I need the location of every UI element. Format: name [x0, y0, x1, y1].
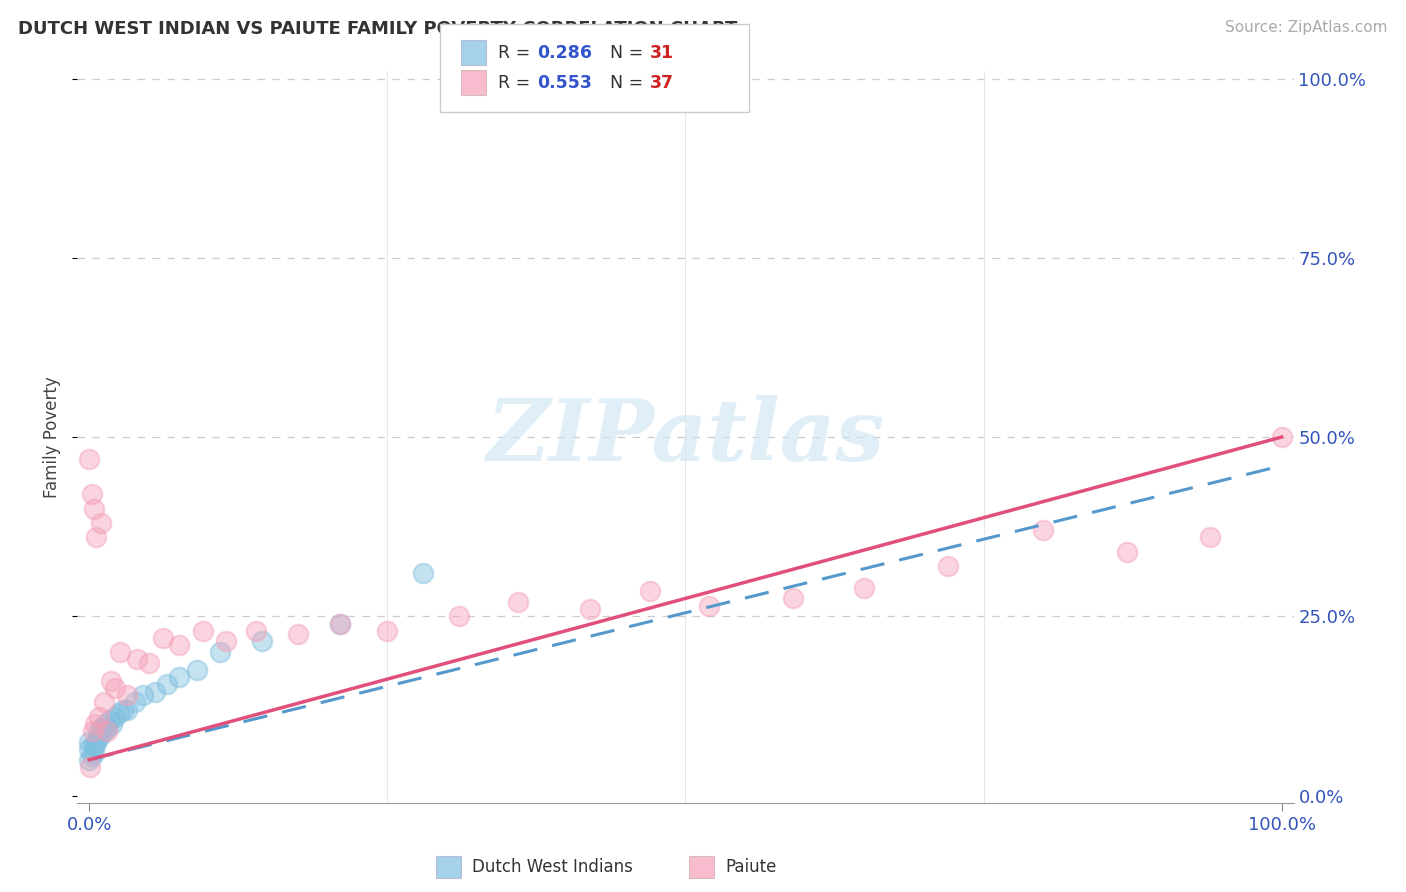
Text: ZIPatlas: ZIPatlas [486, 395, 884, 479]
Text: 0.553: 0.553 [537, 74, 592, 92]
Point [191, 624, 214, 638]
Point [117, 688, 139, 702]
Point [94, 717, 117, 731]
Point [91, 721, 114, 735]
Point [125, 652, 148, 666]
Point [329, 616, 352, 631]
Point [936, 559, 959, 574]
Point [108, 706, 131, 721]
Point [1032, 524, 1054, 538]
Point [853, 581, 876, 595]
Y-axis label: Family Poverty: Family Poverty [42, 376, 60, 498]
Point [77, 753, 100, 767]
Point [84, 717, 107, 731]
Point [86, 531, 108, 545]
Point [1115, 545, 1137, 559]
Point [96, 724, 118, 739]
Point [77, 451, 100, 466]
Point [96, 721, 118, 735]
Point [110, 645, 132, 659]
Point [697, 599, 720, 613]
Text: Paiute: Paiute [725, 858, 778, 876]
Point [77, 742, 100, 756]
Text: N =: N = [599, 44, 648, 62]
Point [83, 746, 105, 760]
Point [93, 724, 115, 739]
Point [579, 602, 602, 616]
Point [104, 710, 127, 724]
Point [412, 566, 434, 581]
Point [782, 591, 804, 606]
Point [638, 584, 661, 599]
Point [447, 609, 470, 624]
Point [209, 645, 232, 659]
Point [93, 695, 115, 709]
Point [143, 684, 166, 698]
Point [82, 724, 104, 739]
Point [90, 516, 112, 530]
Point [250, 634, 273, 648]
Point [98, 714, 121, 728]
Point [80, 749, 103, 764]
Text: Source: ZipAtlas.com: Source: ZipAtlas.com [1225, 20, 1388, 35]
Point [1199, 531, 1222, 545]
Point [80, 487, 103, 501]
Point [167, 670, 190, 684]
Point [83, 501, 105, 516]
Point [86, 731, 108, 746]
Point [245, 624, 267, 638]
Point [87, 724, 110, 739]
Point [86, 735, 108, 749]
Point [1271, 430, 1294, 444]
Point [77, 735, 100, 749]
Point [215, 634, 238, 648]
Point [87, 710, 110, 724]
Point [508, 595, 530, 609]
Point [167, 638, 190, 652]
Point [104, 681, 127, 695]
Point [84, 739, 107, 753]
Text: N =: N = [599, 74, 648, 92]
Point [90, 728, 112, 742]
Text: 31: 31 [650, 44, 673, 62]
Point [117, 702, 139, 716]
Point [152, 631, 174, 645]
Point [132, 688, 155, 702]
Point [100, 673, 122, 688]
Text: R =: R = [498, 44, 536, 62]
Point [101, 717, 124, 731]
Point [124, 695, 146, 709]
Text: 0.286: 0.286 [537, 44, 592, 62]
Point [82, 739, 104, 753]
Point [138, 656, 160, 670]
Point [329, 616, 352, 631]
Point [156, 677, 179, 691]
Text: 37: 37 [650, 74, 673, 92]
Point [287, 627, 309, 641]
Point [79, 760, 101, 774]
Point [186, 663, 208, 677]
Point [375, 624, 398, 638]
Point [111, 702, 134, 716]
Text: Dutch West Indians: Dutch West Indians [472, 858, 633, 876]
Text: DUTCH WEST INDIAN VS PAIUTE FAMILY POVERTY CORRELATION CHART: DUTCH WEST INDIAN VS PAIUTE FAMILY POVER… [18, 20, 738, 37]
Text: R =: R = [498, 74, 536, 92]
